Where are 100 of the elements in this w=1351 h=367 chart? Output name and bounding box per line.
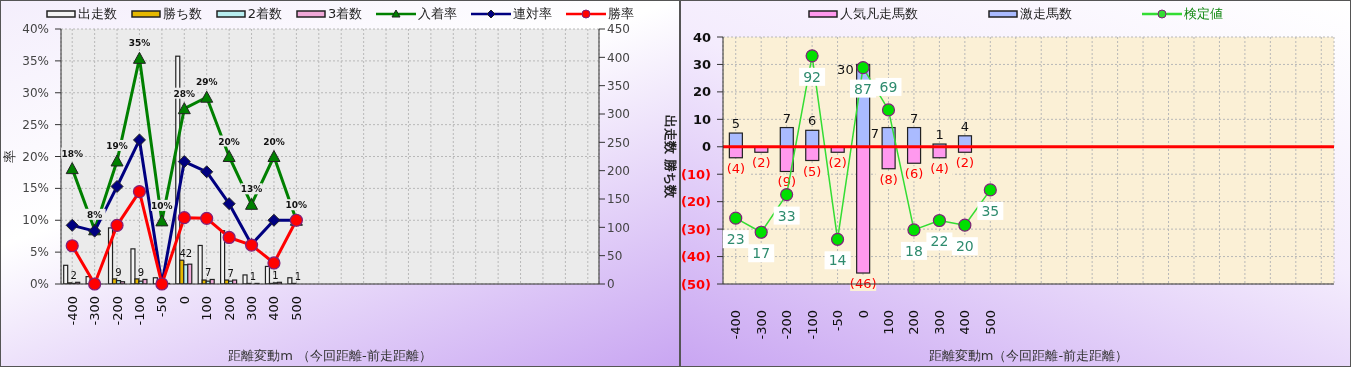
y-tick-label: 15% <box>22 181 49 196</box>
data-label: 6 <box>808 113 817 129</box>
data-label: 1 <box>249 271 257 283</box>
x-tick-label: -200 <box>109 296 125 326</box>
data-label: 7 <box>909 110 919 126</box>
legend-label: 勝率 <box>607 5 635 23</box>
y-tick-label: (20) <box>681 194 711 210</box>
data-label: 23 <box>726 231 745 248</box>
y2-tick-label: 450 <box>607 22 630 37</box>
legend-label: 人気凡走馬数 <box>839 5 918 23</box>
x-tick-label: -400 <box>64 296 80 326</box>
y-tick-label: 20 <box>692 84 711 100</box>
y2-tick-label: 350 <box>607 78 630 93</box>
data-label: 17 <box>752 245 771 262</box>
y-tick-label: 35% <box>22 53 49 68</box>
legend-label: 勝ち数 <box>161 5 202 23</box>
y2-tick-label: 250 <box>607 135 630 150</box>
data-label: 13% <box>240 184 263 195</box>
data-label: 18 <box>905 242 923 259</box>
y-tick-label: 40 <box>692 29 711 45</box>
y-tick-label: 10% <box>22 213 49 228</box>
data-label: 7 <box>227 268 234 280</box>
y2-tick-label: 300 <box>607 107 630 122</box>
y-tick-label: 40% <box>22 22 49 36</box>
x-tick-label: 200 <box>221 296 237 321</box>
x-tick-label: -200 <box>779 310 795 340</box>
legend-label: 3着数 <box>327 5 363 23</box>
data-label: 2 <box>70 270 77 282</box>
y-tick-label: (50) <box>681 276 711 292</box>
x-tick-label: -400 <box>728 310 744 340</box>
legend-label: 2着数 <box>246 5 282 23</box>
data-label: (2) <box>752 155 771 171</box>
x-tick-label: -50 <box>154 296 170 318</box>
y-tick-label: 10 <box>692 111 711 127</box>
data-label: 4 <box>960 118 970 134</box>
data-label: 92 <box>803 68 822 85</box>
legend-label: 連対率 <box>512 5 553 23</box>
data-label: 1 <box>935 127 944 143</box>
data-label: 87 <box>854 80 872 97</box>
x-tick-label: 100 <box>199 296 215 321</box>
data-label: 30 <box>837 62 854 78</box>
data-label: 20% <box>263 136 285 147</box>
data-label: 20% <box>218 136 240 147</box>
x-tick-label: -50 <box>830 310 846 332</box>
y2-tick-label: 400 <box>607 50 630 65</box>
legend-label: 検定値 <box>1183 5 1223 23</box>
data-label: 19% <box>106 140 128 151</box>
data-label: 7 <box>870 125 880 141</box>
data-label: 33 <box>777 207 796 224</box>
x-tick-label: -300 <box>753 310 769 340</box>
data-label: (6) <box>904 166 924 182</box>
data-label: 42 <box>179 248 193 260</box>
y2-tick-label: 0 <box>607 277 615 292</box>
data-label: 18% <box>61 148 83 159</box>
data-label: 10% <box>151 200 173 211</box>
y-tick-label: 0% <box>29 277 49 291</box>
y-tick-label: (10) <box>681 166 711 182</box>
x-tick-label: 400 <box>266 296 282 321</box>
x-tick-label: 300 <box>244 296 260 321</box>
data-label: 5 <box>731 116 741 132</box>
data-label: 22 <box>930 233 949 250</box>
y-tick-label: 0 <box>701 139 711 155</box>
data-label: (4) <box>930 160 949 176</box>
data-label: (2) <box>955 155 975 171</box>
data-label: 9 <box>137 266 145 278</box>
legend-label: 入着率 <box>417 5 458 23</box>
y-axis-title: 率 <box>1 150 17 163</box>
x-tick-label: 100 <box>880 310 896 335</box>
data-label: 20 <box>955 238 974 255</box>
x-tick-label: -100 <box>804 310 820 340</box>
y2-tick-label: 150 <box>607 192 630 207</box>
y2-axis-title: 出走数 勝ち数 <box>663 115 679 199</box>
y2-tick-label: 50 <box>607 248 623 263</box>
data-label: 1 <box>294 271 302 283</box>
x-axis-title: 距離変動m （今回距離-前走距離） <box>228 348 432 363</box>
data-label: (8) <box>879 171 898 187</box>
x-tick-label: 200 <box>906 310 922 335</box>
x-tick-label: -100 <box>131 296 147 326</box>
data-label: 29% <box>195 77 218 88</box>
y-tick-label: 5% <box>29 245 49 260</box>
data-label: (5) <box>803 163 822 179</box>
y2-tick-label: 100 <box>607 220 630 235</box>
data-label: 35% <box>128 38 151 49</box>
x-axis-title: 距離変動m（今回距離-前走距離） <box>928 348 1129 363</box>
data-label: (4) <box>726 160 746 176</box>
x-tick-label: 0 <box>176 296 192 305</box>
y-tick-label: 30% <box>22 85 49 100</box>
y2-tick-label: 200 <box>607 163 630 178</box>
data-label: 7 <box>205 267 212 279</box>
data-label: 14 <box>828 252 847 269</box>
x-tick-label: 0 <box>855 310 871 319</box>
data-label: (2) <box>828 155 847 171</box>
data-label: 28% <box>173 88 196 99</box>
data-label: (46) <box>849 276 877 292</box>
y-tick-label: (30) <box>681 221 711 237</box>
x-tick-label: 500 <box>288 296 304 321</box>
data-label: 8% <box>86 209 103 220</box>
data-label: 69 <box>879 78 898 95</box>
x-tick-label: 300 <box>931 310 947 335</box>
data-label: 35 <box>981 202 1000 219</box>
